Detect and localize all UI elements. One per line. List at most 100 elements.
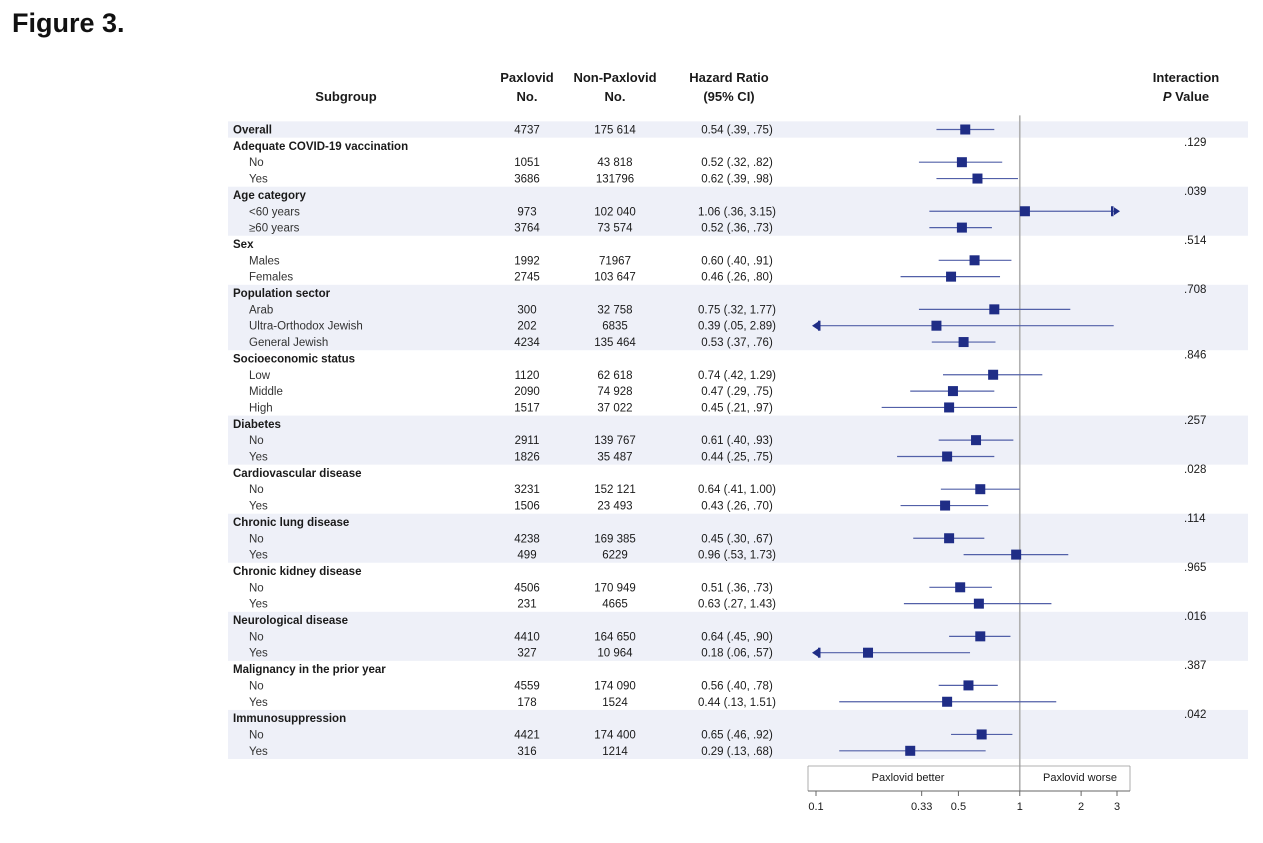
header-paxlovid-no: No.: [517, 89, 538, 104]
paxlovid-count: 1051: [514, 157, 540, 169]
subgroup-label: Low: [249, 370, 271, 382]
paxlovid-count: 3686: [514, 174, 540, 186]
row-point-estimate: [940, 500, 951, 511]
group-label: Socioeconomic status: [233, 353, 355, 365]
subgroup-label: <60 years: [249, 206, 300, 218]
paxlovid-count: 1506: [514, 501, 540, 513]
subgroup-label: Males: [249, 255, 280, 267]
subgroup-label: Ultra-Orthodox Jewish: [249, 321, 363, 333]
x-axis-tick-label: 0.33: [911, 801, 932, 813]
subgroup-label: No: [249, 484, 264, 496]
header-hazard-ratio: Hazard Ratio: [689, 70, 769, 85]
subgroup-label: Yes: [249, 452, 268, 464]
non-paxlovid-count: 37 022: [597, 402, 632, 414]
hazard-ratio-text: 0.53 (.37, .76): [701, 337, 773, 349]
row-point-estimate: [931, 320, 942, 331]
paxlovid-count: 1120: [515, 370, 540, 382]
non-paxlovid-count: 62 618: [597, 370, 632, 382]
paxlovid-count: 1517: [514, 402, 540, 414]
subgroup-label: Yes: [249, 501, 268, 513]
subgroup-label: No: [249, 680, 264, 692]
subgroup-label: No: [249, 582, 264, 594]
group-label: Neurological disease: [233, 615, 348, 627]
header-non-paxlovid: Non-Paxlovid: [573, 70, 656, 85]
group-label: Cardiovascular disease: [233, 468, 362, 480]
paxlovid-count: 202: [517, 321, 536, 333]
interaction-p-value: .039: [1184, 186, 1206, 198]
group-band: [228, 709, 1248, 759]
hazard-ratio-text: 0.64 (.45, .90): [701, 631, 773, 643]
subgroup-label: No: [249, 631, 264, 643]
row-point-estimate: [1019, 206, 1030, 217]
group-label: Diabetes: [233, 419, 281, 431]
interaction-p-value: .042: [1184, 709, 1206, 721]
group-label: Chronic kidney disease: [233, 566, 361, 578]
hazard-ratio-text: 0.46 (.26, .80): [701, 272, 773, 284]
interaction-p-value: .016: [1184, 611, 1206, 623]
paxlovid-count: 2911: [515, 435, 540, 447]
non-paxlovid-count: 1524: [602, 697, 628, 709]
hazard-ratio-text: 1.06 (.36, 3.15): [698, 206, 776, 218]
x-axis-tick-label: 0.5: [951, 801, 966, 813]
non-paxlovid-count: 10 964: [597, 648, 633, 660]
paxlovid-count: 4559: [514, 680, 540, 692]
non-paxlovid-count: 174 400: [594, 729, 636, 741]
paxlovid-count: 1826: [514, 452, 540, 464]
subgroup-label: Yes: [249, 697, 268, 709]
non-paxlovid-count: 4665: [602, 599, 628, 611]
non-paxlovid-count: 6835: [602, 321, 628, 333]
non-paxlovid-count: 43 818: [597, 157, 632, 169]
group-label: Chronic lung disease: [233, 517, 349, 529]
row-point-estimate: [955, 582, 966, 593]
x-axis-tick-label: 1: [1017, 801, 1023, 813]
non-paxlovid-count: 102 040: [594, 206, 636, 218]
row-point-estimate: [988, 369, 999, 380]
interaction-p-value: .965: [1184, 562, 1206, 574]
row-ci-arrow-left: [812, 648, 818, 657]
paxlovid-count: 2090: [514, 386, 540, 398]
paxlovid-count: 4234: [514, 337, 540, 349]
group-label: Adequate COVID-19 vaccination: [233, 141, 408, 153]
hazard-ratio-text: 0.44 (.13, 1.51): [698, 697, 776, 709]
non-paxlovid-count: 35 487: [597, 452, 632, 464]
hazard-ratio-text: 0.63 (.27, 1.43): [698, 599, 776, 611]
row-point-estimate: [989, 304, 1000, 315]
hazard-ratio-text: 0.39 (.05, 2.89): [698, 321, 776, 333]
interaction-p-value: .708: [1184, 284, 1206, 296]
hazard-ratio-text: 0.61 (.40, .93): [701, 435, 773, 447]
non-paxlovid-count: 152 121: [594, 484, 636, 496]
row-point-estimate: [942, 451, 953, 462]
paxlovid-count: 316: [517, 746, 536, 758]
header-subgroup: Subgroup: [315, 89, 376, 104]
x-axis-tick-label: 3: [1114, 801, 1120, 813]
subgroup-label: High: [249, 402, 273, 414]
annotation-paxlovid-better: Paxlovid better: [872, 772, 945, 784]
hazard-ratio-text: 0.51 (.36, .73): [701, 582, 773, 594]
row-point-estimate: [1011, 549, 1022, 560]
group-label: Overall: [233, 125, 272, 137]
hazard-ratio-text: 0.52 (.36, .73): [701, 223, 773, 235]
hazard-ratio-text: 0.54 (.39, .75): [701, 125, 773, 137]
x-axis-tick-label: 2: [1078, 801, 1084, 813]
non-paxlovid-count: 71967: [599, 255, 631, 267]
subgroup-label: Yes: [249, 648, 268, 660]
subgroup-label: No: [249, 435, 264, 447]
subgroup-label: Arab: [249, 304, 273, 316]
subgroup-label: No: [249, 533, 264, 545]
non-paxlovid-count: 32 758: [597, 304, 632, 316]
row-point-estimate: [975, 631, 986, 642]
row-ci-cap-left: [818, 320, 821, 331]
group-label: Malignancy in the prior year: [233, 664, 386, 676]
hazard-ratio-text: 0.45 (.30, .67): [701, 533, 773, 545]
paxlovid-count: 4421: [514, 729, 540, 741]
row-point-estimate: [944, 533, 955, 544]
paxlovid-count: 178: [517, 697, 536, 709]
subgroup-label: No: [249, 729, 264, 741]
row-point-estimate: [971, 435, 982, 446]
paxlovid-count: 3764: [514, 223, 540, 235]
paxlovid-count: 3231: [514, 484, 540, 496]
paxlovid-count: 4238: [514, 533, 540, 545]
overall-point-estimate: [960, 124, 971, 135]
non-paxlovid-count: 1214: [602, 746, 628, 758]
hazard-ratio-text: 0.64 (.41, 1.00): [698, 484, 776, 496]
